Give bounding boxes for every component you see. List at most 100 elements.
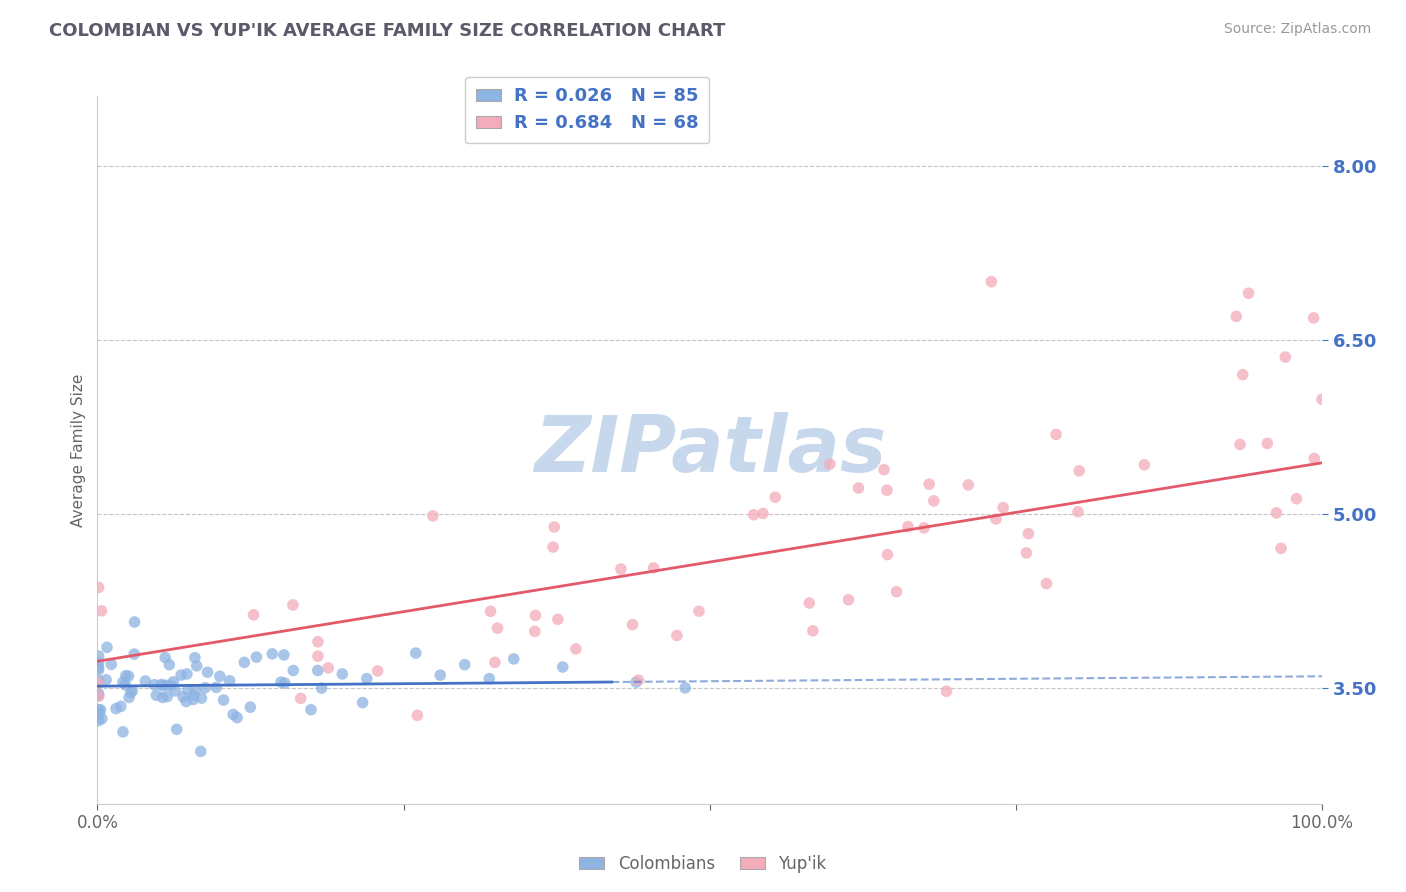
Text: ZIPatlas: ZIPatlas [533, 412, 886, 488]
Point [153, 650, 176, 665]
Point [145, 688, 167, 702]
Point [160, 679, 183, 693]
Point [262, 647, 284, 661]
Point [405, 646, 427, 660]
Point [621, 617, 644, 632]
Point [316, 661, 339, 675]
Point [1302, 310, 1324, 325]
Point [1310, 392, 1333, 407]
Point [87, 687, 110, 701]
Point [118, 690, 141, 705]
Point [454, 657, 477, 672]
Point [547, 612, 569, 626]
Point [190, 691, 212, 706]
Point [993, 500, 1015, 515]
Point [184, 683, 207, 698]
Point [922, 494, 945, 508]
Point [186, 659, 208, 673]
Point [114, 678, 136, 692]
Point [299, 703, 322, 717]
Point [873, 463, 896, 477]
Point [87, 714, 110, 728]
Point [876, 483, 898, 498]
Point [181, 692, 204, 706]
Point [876, 548, 898, 562]
Point [479, 604, 502, 618]
Point [273, 648, 295, 662]
Point [688, 604, 710, 618]
Point [87, 649, 110, 664]
Point [110, 699, 132, 714]
Point [183, 689, 205, 703]
Point [541, 540, 564, 554]
Point [87, 689, 110, 703]
Point [111, 675, 134, 690]
Point [111, 725, 134, 739]
Point [96, 640, 118, 655]
Point [152, 678, 174, 692]
Point [87, 676, 110, 690]
Point [115, 668, 138, 682]
Point [212, 693, 235, 707]
Text: COLOMBIAN VS YUP'IK AVERAGE FAMILY SIZE CORRELATION CHART: COLOMBIAN VS YUP'IK AVERAGE FAMILY SIZE … [49, 22, 725, 40]
Text: Source: ZipAtlas.com: Source: ZipAtlas.com [1223, 22, 1371, 37]
Legend: R = 0.026   N = 85, R = 0.684   N = 68: R = 0.026 N = 85, R = 0.684 N = 68 [465, 77, 709, 144]
Point [124, 615, 146, 629]
Point [87, 656, 110, 670]
Point [1232, 368, 1254, 382]
Point [486, 621, 509, 635]
Point [134, 674, 156, 689]
Point [177, 682, 200, 697]
Point [897, 519, 920, 533]
Point [627, 673, 650, 687]
Point [170, 668, 193, 682]
Point [1017, 526, 1039, 541]
Point [121, 683, 143, 698]
Point [886, 584, 908, 599]
Point [87, 663, 110, 677]
Point [197, 665, 219, 680]
Point [87, 689, 110, 703]
Point [100, 657, 122, 672]
Point [502, 652, 524, 666]
Point [184, 650, 207, 665]
Point [643, 561, 665, 575]
Point [274, 676, 297, 690]
Point [208, 669, 231, 683]
Point [1045, 427, 1067, 442]
Point [1067, 505, 1090, 519]
Point [90, 604, 112, 618]
Point [1285, 491, 1308, 506]
Point [270, 675, 292, 690]
Point [307, 634, 329, 648]
Point [105, 701, 128, 715]
Point [422, 508, 444, 523]
Point [162, 674, 184, 689]
Point [120, 685, 142, 699]
Point [239, 700, 262, 714]
Point [205, 681, 228, 695]
Point [624, 675, 647, 690]
Point [957, 478, 980, 492]
Legend: Colombians, Yup'ik: Colombians, Yup'ik [572, 848, 834, 880]
Point [1035, 576, 1057, 591]
Point [307, 649, 329, 664]
Point [1225, 310, 1247, 324]
Point [222, 707, 245, 722]
Point [484, 656, 506, 670]
Point [87, 707, 110, 722]
Point [565, 641, 588, 656]
Point [356, 672, 378, 686]
Point [837, 592, 859, 607]
Point [87, 702, 110, 716]
Point [290, 691, 312, 706]
Point [1015, 546, 1038, 560]
Point [242, 607, 264, 622]
Point [912, 521, 935, 535]
Point [742, 508, 765, 522]
Point [1229, 437, 1251, 451]
Point [665, 628, 688, 642]
Point [918, 477, 941, 491]
Point [166, 723, 188, 737]
Point [226, 710, 249, 724]
